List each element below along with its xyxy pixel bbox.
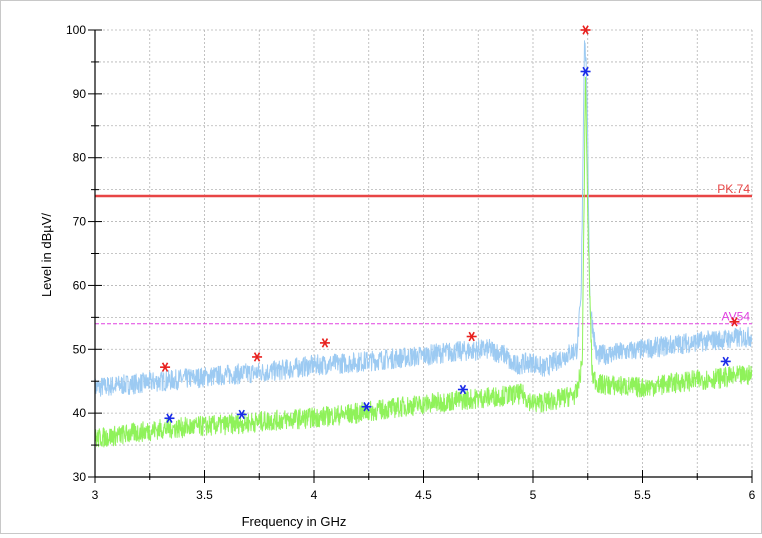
marker-stroke [722,356,729,367]
y-tick-label: 30 [73,470,87,484]
y-tick-label: 40 [73,406,87,420]
y-tick-label: 90 [73,87,87,101]
trace-0 [94,40,753,398]
y-tick-label: 50 [73,342,87,356]
x-tick-label: 3.5 [196,488,213,502]
limit-lines: PK.74 AV54 [95,182,752,325]
marker-asterisk [236,409,247,420]
marker-stroke [161,362,169,372]
x-tick-label: 5.5 [634,488,651,502]
marker-asterisk [466,331,477,342]
marker-stroke [468,331,475,342]
trace-1 [94,76,753,448]
x-tick-label: 3 [92,488,99,502]
marker-asterisk [361,402,372,412]
marker-stroke [731,317,738,327]
x-tick-label: 5 [530,488,537,502]
marker-asterisk [252,352,263,362]
marker-stroke [321,338,329,348]
marker-stroke [238,409,245,420]
marker-stroke [459,384,467,395]
y-tick-label: 100 [66,23,86,37]
marker-asterisk [720,356,731,367]
x-tick-label: 6 [749,488,756,502]
traces [94,40,753,448]
marker-asterisk [457,384,468,395]
marker-stroke [582,25,589,35]
marker-asterisk [580,25,591,35]
x-tick-label: 4 [311,488,318,502]
x-axis-label: Frequency in GHz [242,514,347,529]
marker-stroke [363,402,370,412]
y-tick-label: 60 [73,278,87,292]
marker-stroke [166,413,173,423]
y-tick-label: 80 [73,151,87,165]
y-axis-label: Level in dBµV/ [39,213,54,297]
marker-asterisk [319,338,330,348]
y-tick-label: 70 [73,215,87,229]
marker-asterisk [164,413,175,423]
limit-line-label: PK.74 [717,182,750,196]
marker-asterisk [729,317,740,327]
marker-asterisk [580,66,591,77]
marker-stroke [253,352,261,362]
x-tick-label: 4.5 [415,488,432,502]
axes: 30 40 50 60 70 80 90 100 3 3.5 4 4.5 5 5.5 6 [66,23,756,502]
marker-stroke [582,66,589,77]
limit-line-label: AV54 [722,310,751,324]
marker-asterisk [160,362,171,372]
markers [160,25,740,423]
